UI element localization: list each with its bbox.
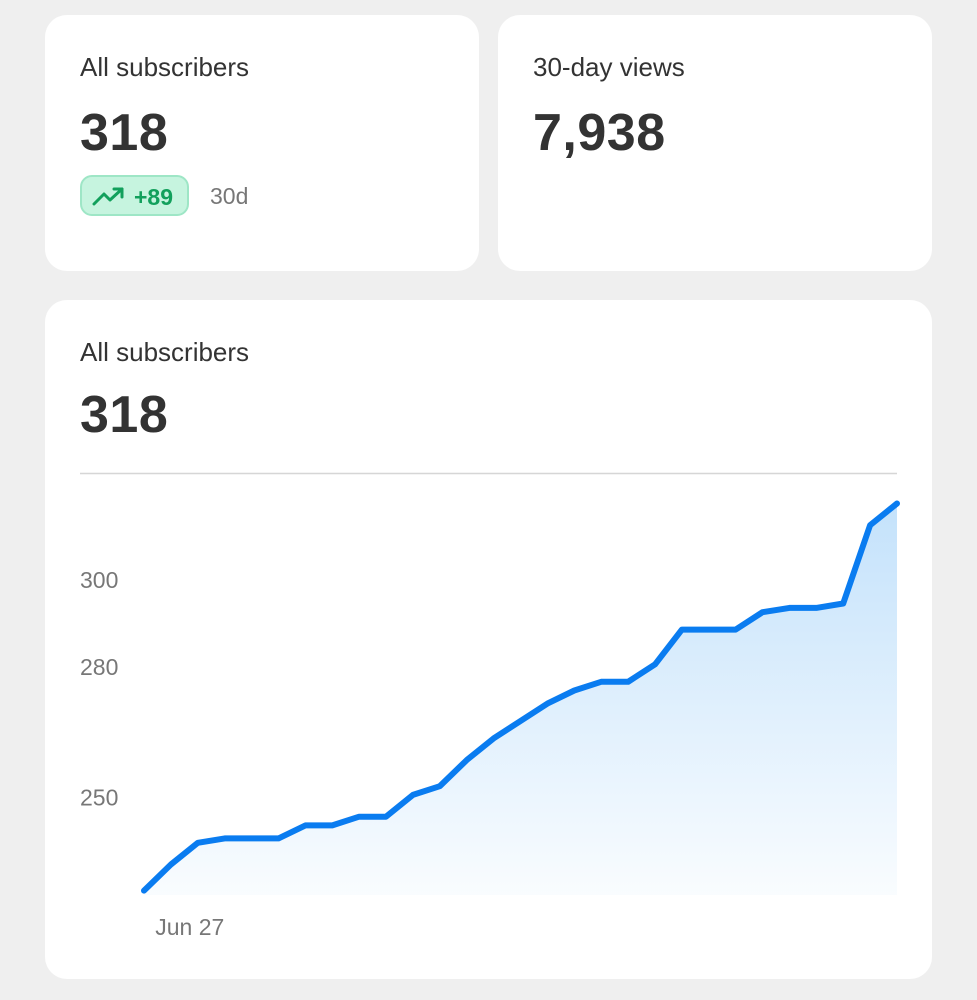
y-tick-label: 250: [80, 784, 118, 810]
period-label: 30d: [210, 183, 249, 209]
views-card: 30-day views 7,938: [498, 15, 932, 271]
y-tick-label: 280: [80, 654, 118, 680]
card-title: All subscribers: [80, 52, 250, 82]
y-tick-label: 300: [80, 567, 118, 593]
chart-value: 318: [80, 386, 169, 444]
card-title: 30-day views: [533, 52, 685, 82]
card-value: 7,938: [533, 104, 666, 162]
card-value: 318: [80, 104, 169, 162]
subscribers-card: All subscribers 318 +89 30d: [45, 15, 479, 271]
trend-icon: [92, 187, 124, 206]
area-fill: [144, 503, 897, 895]
change-badge: +89: [80, 175, 189, 216]
x-tick-label: Jun 27: [155, 914, 224, 940]
chart-title: All subscribers: [80, 337, 250, 367]
line: [141, 500, 900, 894]
change-value: +89: [134, 184, 174, 210]
